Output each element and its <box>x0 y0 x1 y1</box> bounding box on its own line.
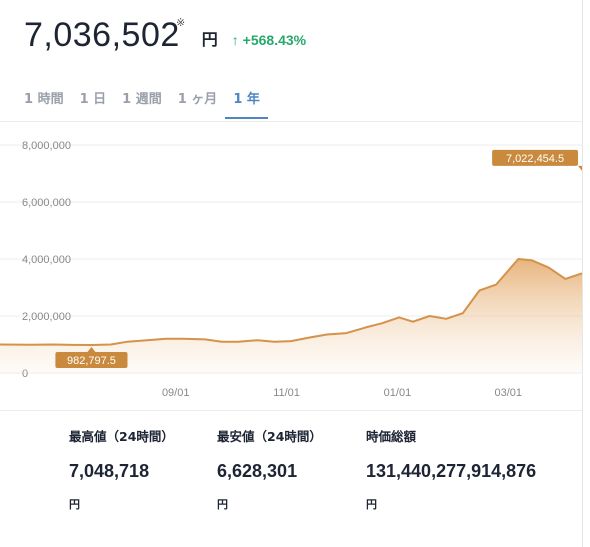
x-tick-label: 01/01 <box>384 387 412 399</box>
tab-1-year[interactable]: 1 年 <box>225 84 268 119</box>
stat-market-cap-label: 時価総額 <box>366 429 417 444</box>
stat-high-value: 7,048,718 <box>69 461 150 481</box>
tab-1-week[interactable]: 1 週間 <box>122 92 162 107</box>
tab-1-day[interactable]: 1 日 <box>79 92 107 107</box>
y-tick-label: 0 <box>22 368 28 380</box>
chart-top-divider <box>0 121 582 122</box>
tab-1-month[interactable]: 1 ヶ月 <box>177 92 218 107</box>
max-price-callout: 7,022,454.5 <box>492 149 582 171</box>
min-price-callout: 982,797.5 <box>55 346 128 368</box>
tab-1-hour[interactable]: 1 時間 <box>24 92 64 107</box>
price-header: 7,036,502 ※ 円 ↑ +568.43% <box>24 16 307 54</box>
callout-label: 982,797.5 <box>67 355 116 367</box>
stat-market-cap: 時価総額 131,440,277,914,876 円 <box>366 428 576 512</box>
callout-label: 7,022,454.5 <box>506 153 564 165</box>
y-tick-label: 2,000,000 <box>22 311 71 323</box>
y-tick-label: 4,000,000 <box>22 254 71 266</box>
price-chart: 0 2,000,000 4,000,000 6,000,000 8,000,000 09/… <box>0 140 582 399</box>
price-note-mark: ※ <box>176 16 186 29</box>
stat-high-unit: 円 <box>69 498 80 511</box>
stat-high-24h: 最高値（24時間） 7,048,718 円 <box>69 428 179 512</box>
price-change: ↑ +568.43% <box>231 32 307 48</box>
price-area <box>0 259 582 373</box>
stat-low-24h: 最安値（24時間） 6,628,301 円 <box>217 428 327 512</box>
y-tick-label: 6,000,000 <box>22 197 71 209</box>
x-tick-label: 09/01 <box>162 387 190 399</box>
price-line <box>0 258 582 346</box>
stat-high-label: 最高値（24時間） <box>69 429 174 444</box>
price-unit: 円 <box>201 30 218 49</box>
x-tick-label: 03/01 <box>495 387 523 399</box>
stat-market-cap-unit: 円 <box>366 498 377 511</box>
stat-low-label: 最安値（24時間） <box>217 429 322 444</box>
stats-divider <box>0 410 582 411</box>
panel-right-border <box>582 0 583 547</box>
current-price: 7,036,502 <box>24 16 180 54</box>
timeframe-tabs: 1 時間 1 日 1 週間 1 ヶ月 1 年 <box>16 84 268 119</box>
stat-low-unit: 円 <box>217 498 228 511</box>
stat-market-cap-value: 131,440,277,914,876 <box>366 461 537 481</box>
stat-low-value: 6,628,301 <box>217 461 298 481</box>
y-tick-label: 8,000,000 <box>22 140 71 152</box>
x-tick-label: 11/01 <box>273 387 300 399</box>
